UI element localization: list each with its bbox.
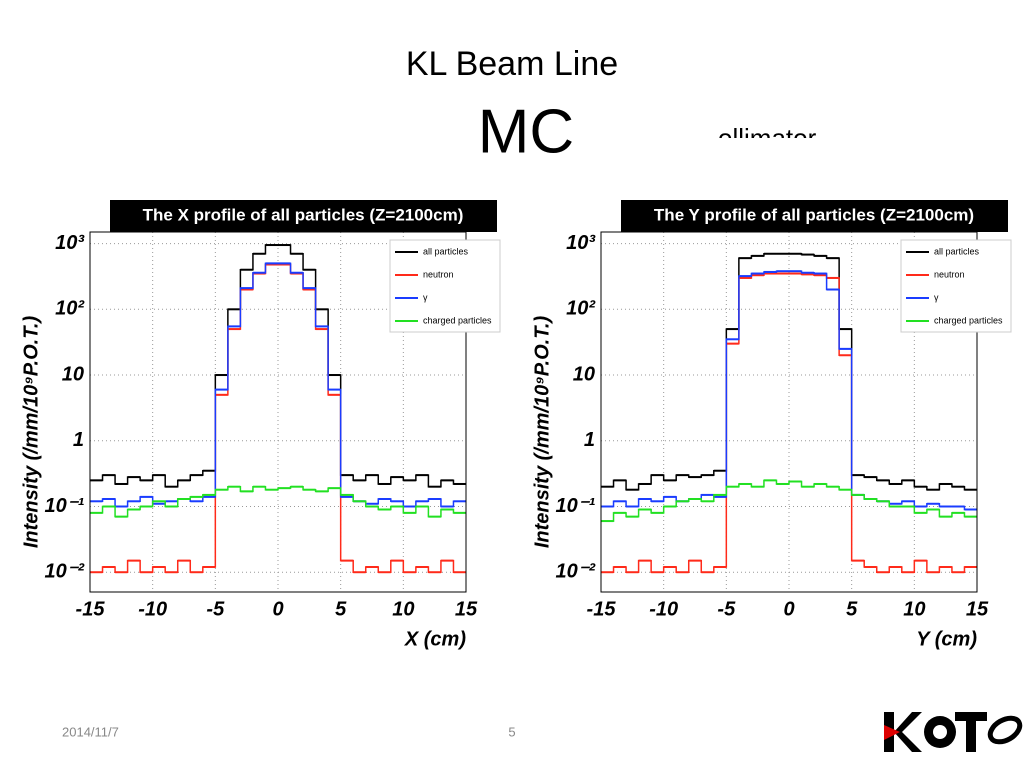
slide-subtitle: MC [478,97,574,166]
y-axis-label: Intensity (/mm/10⁹P.O.T.) [531,316,553,549]
x-tick-label: -5 [717,598,736,620]
y-tick-label: 10⁻² [45,560,86,582]
date: 2014/11/7 [62,724,119,739]
x-tick-label: 0 [272,598,283,620]
legend-box [900,239,1012,333]
x-tick-label: 10 [392,598,414,620]
y-tick-label: 10 [573,363,595,385]
y-tick-label: 1 [73,429,84,451]
x-tick-label: -10 [649,598,678,620]
y-tick-label: 10² [55,298,85,320]
x-tick-label: 0 [783,598,794,620]
y-tick-label: 10³ [55,232,85,254]
legend-label: neutron [423,269,454,279]
legend-label: γ [423,292,428,302]
y-tick-label: 10 [62,363,84,385]
y-tick-label: 10⁻² [556,560,597,582]
page-number: 5 [508,724,515,739]
x-tick-label: -5 [206,598,225,620]
legend-label: neutron [934,269,965,279]
x-tick-label: 15 [455,598,478,620]
overlay-text: ollimator [718,123,817,153]
y-tick-label: 10⁻¹ [556,495,596,517]
logo [884,712,1023,752]
y-tick-label: 10² [566,298,596,320]
y-tick-label: 10⁻¹ [45,495,85,517]
x-tick-label: -15 [76,598,106,620]
x-axis-label: X (cm) [404,628,466,650]
y-tick-label: 1 [584,429,595,451]
y-tick-label: 10³ [566,232,596,254]
x-tick-label: -15 [587,598,617,620]
legend-box [389,239,501,333]
legend-label: all particles [423,246,469,256]
legend-label: all particles [934,246,980,256]
title-box [621,200,1008,232]
chart-title: The Y profile of all particles (Z=2100cm… [654,205,974,224]
x-tick-label: -10 [138,598,167,620]
x-tick-label: 5 [335,598,347,620]
legend-label: charged particles [423,315,492,325]
y-axis-label: Intensity (/mm/10⁹P.O.T.) [20,316,42,549]
title-box [110,200,497,232]
x-axis-label: Y (cm) [916,628,977,650]
x-tick-label: 10 [903,598,925,620]
legend-label: charged particles [934,315,1003,325]
legend-label: γ [934,292,939,302]
slide-title: KL Beam Line [406,45,618,83]
x-tick-label: 5 [846,598,858,620]
chart-title: The X profile of all particles (Z=2100cm… [143,205,464,224]
x-tick-label: 15 [966,598,989,620]
